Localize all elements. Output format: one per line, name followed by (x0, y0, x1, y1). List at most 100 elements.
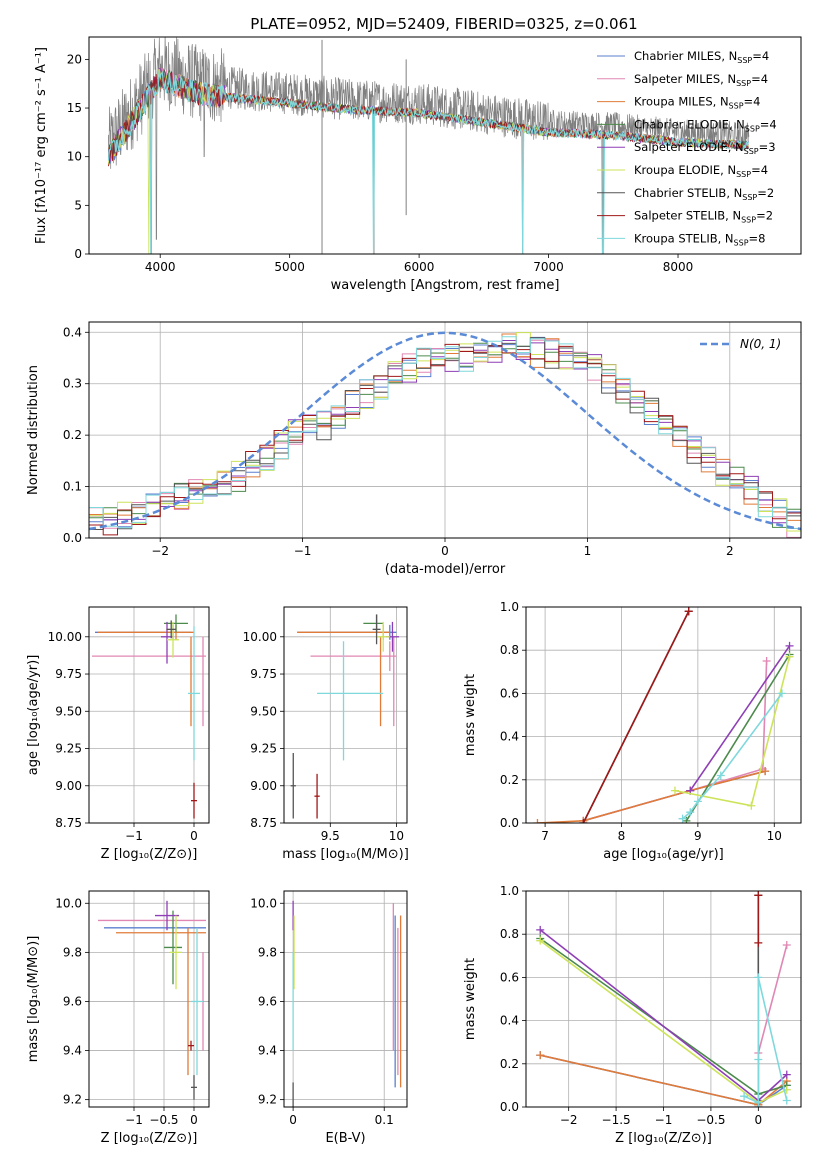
weight-vs-age-xlabel: age [log₁₀(age/yr)] (603, 847, 724, 862)
x-tick-label: −0.5 (696, 1113, 725, 1127)
x-tick-label: 9 (694, 829, 702, 843)
y-tick-label: 0.0 (63, 531, 82, 545)
spectrum-frame (88, 36, 802, 255)
legend-entry: Chabrier STELIB, NSSP=2 (634, 186, 774, 202)
weight-marker (777, 689, 786, 698)
y-tick-label: 0.4 (500, 1014, 519, 1028)
errorbar-point (310, 641, 397, 672)
weight-series-1 (583, 660, 768, 822)
figure-title: PLATE=0952, MJD=52409, FIBERID=0325, z=0… (250, 15, 637, 33)
spectrum-ylabel: Flux [fλ10⁻¹⁷ erg cm⁻² s⁻¹ A⁻¹] (34, 47, 49, 244)
weight-vs-Z-ylabel: mass weight (463, 958, 478, 1040)
y-tick-label: 8.75 (250, 816, 277, 830)
legend-entry: Salpeter MILES, NSSP=4 (634, 72, 768, 88)
y-tick-label: 0.4 (63, 325, 82, 339)
mass-vs-Z-xlabel: Z [log₁₀(Z/Z⊙)] (101, 1131, 198, 1146)
observed-spectrum (108, 37, 750, 254)
y-tick-label: 10 (67, 150, 82, 164)
mass-vs-Z-ylabel: mass [log₁₀(M/M⊙)] (26, 936, 41, 1063)
errorbar-point (188, 1040, 194, 1051)
residuals-ylabel: Normed distribution (26, 365, 41, 495)
y-tick-label: 9.25 (250, 742, 277, 756)
weight-series-4 (689, 645, 791, 792)
legend-entry: Kroupa MILES, NSSP=4 (634, 95, 760, 111)
residuals-frame (88, 321, 802, 539)
weight-marker (579, 819, 588, 823)
x-tick-label: 0 (755, 1113, 763, 1127)
y-tick-label: 9.50 (55, 704, 82, 718)
weight-marker (686, 808, 695, 817)
weight-marker (754, 938, 763, 947)
y-tick-label: 9.2 (258, 1093, 277, 1107)
errorbar-point (167, 621, 179, 658)
weight-series-7 (582, 610, 690, 823)
x-tick-label: −0.5 (149, 1113, 178, 1127)
age-vs-mass-frame (283, 606, 408, 824)
y-tick-label: 0.1 (63, 480, 82, 494)
weight-marker (782, 1096, 791, 1105)
x-tick-label: −2 (560, 1113, 578, 1127)
residual-histogram-8 (89, 336, 801, 529)
errorbar-point (191, 782, 197, 819)
age-vs-Z-ylabel: age [log₁₀(age/yr)] (26, 655, 41, 776)
weight-marker (754, 1055, 763, 1064)
errorbar-point (166, 620, 176, 639)
y-tick-label: 0.6 (500, 970, 519, 984)
legend-entry: Salpeter ELODIE, NSSP=3 (634, 140, 776, 156)
weight-marker (533, 819, 542, 823)
errorbar-point (191, 1075, 197, 1100)
x-tick-label: −1 (655, 1113, 673, 1127)
weight-vs-Z-frame (525, 890, 802, 1108)
age-vs-Z-xlabel: Z [log₁₀(Z/Z⊙)] (101, 847, 198, 862)
weight-marker (670, 786, 679, 795)
legend-entry: Chabrier ELODIE, NSSP=4 (634, 117, 777, 133)
y-tick-label: 1.0 (500, 884, 519, 898)
mass-vs-EBV-frame (283, 890, 408, 1108)
x-tick-label: 0 (190, 829, 198, 843)
weight-series-3 (685, 654, 791, 822)
errorbar-point (188, 626, 200, 761)
y-tick-label: 0.2 (500, 1057, 519, 1071)
age-vs-Z-frame (88, 606, 210, 824)
x-tick-label: 2 (726, 544, 734, 558)
weight-marker (536, 1051, 545, 1060)
y-tick-label: 9.8 (63, 945, 82, 959)
y-tick-label: 9.00 (55, 779, 82, 793)
x-tick-label: −2 (151, 544, 169, 558)
spectrum-axes: 4000 5000 6000 7000 8000 0 5 10 15 20 wavelength [… (34, 47, 693, 293)
y-tick-label: 1.0 (500, 600, 519, 614)
weight-vs-Z-plot (536, 891, 791, 1107)
x-tick-label: −1 (125, 829, 143, 843)
weight-marker (754, 973, 763, 982)
spectrum-xlabel: wavelength [Angstrom, rest frame] (331, 278, 560, 293)
weight-marker (754, 1098, 763, 1107)
y-tick-label: 10.0 (250, 896, 277, 910)
y-tick-label: 9.75 (250, 667, 277, 681)
age-vs-mass-axes: 9.5 10 8.75 9.00 9.25 9.50 9.75 10.00 mass [log₁… (243, 607, 409, 862)
legend-entry: Kroupa ELODIE, NSSP=4 (634, 163, 768, 179)
weight-marker (754, 891, 763, 900)
weight-marker (761, 767, 770, 776)
weight-marker (693, 797, 702, 806)
mass-vs-EBV-axes: 0 0.1 9.2 9.4 9.6 9.8 10.0 E(B-V) (250, 891, 407, 1146)
y-tick-label: 9.00 (250, 779, 277, 793)
weight-vs-Z-xlabel: Z [log₁₀(Z/Z⊙)] (615, 1131, 712, 1146)
y-tick-label: 0.8 (500, 927, 519, 941)
weight-series-8 (743, 977, 788, 1104)
y-tick-label: 0.2 (500, 773, 519, 787)
x-tick-label: 0 (190, 1113, 198, 1127)
age-vs-mass-xlabel: mass [log₁₀(M/M⊙)] (282, 847, 409, 862)
legend-entry: Kroupa STELIB, NSSP=8 (634, 231, 765, 247)
x-tick-label: 0 (441, 544, 449, 558)
y-tick-label: 0 (74, 247, 82, 261)
mass-vs-Z-plot (98, 900, 206, 1100)
weight-series-2 (537, 770, 766, 823)
errorbar-point (376, 621, 390, 652)
errorbar-point (98, 624, 194, 640)
weight-marker (785, 641, 794, 650)
weight-marker (740, 1092, 749, 1101)
x-tick-label: 6000 (404, 260, 435, 274)
y-tick-label: 9.4 (258, 1044, 277, 1058)
weight-marker (762, 657, 771, 665)
